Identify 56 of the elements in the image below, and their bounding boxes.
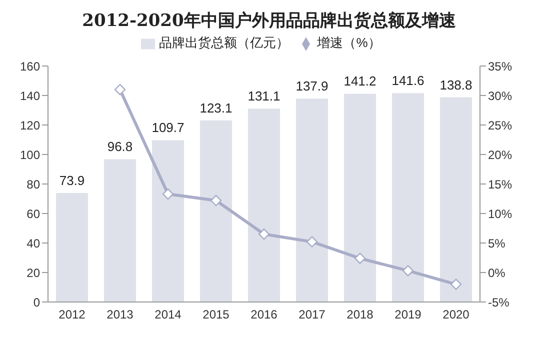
y2-tick-label: 20% [488,148,512,162]
data-label: 96.8 [107,139,133,154]
data-label: 138.8 [440,77,472,92]
point [450,278,462,290]
y2-tick-label: 35% [488,59,512,74]
bar [344,94,376,302]
y2-tick-label: 30% [488,88,512,103]
data-label: 141.6 [392,73,424,88]
y-tick-label: 100 [20,148,40,162]
point [402,265,414,276]
bar [392,93,424,302]
x-tick-label: 2017 [298,308,326,322]
y-tick-label: 80 [26,177,40,192]
y-tick-label: 140 [20,88,40,103]
bar [56,193,88,302]
x-tick-label: 2012 [58,308,86,322]
x-tick-label: 2018 [346,308,374,322]
x-tick-label: 2013 [106,308,134,322]
chart-title: 2012-2020年中国户外用品品牌出货总额及增速 [81,10,457,33]
point [306,236,318,248]
y-tick-label: 160 [20,59,40,74]
y-tick-label: 20 [26,266,40,280]
bar [248,108,280,302]
point [354,252,366,264]
x-tick-label: 2019 [394,308,422,322]
point [258,228,270,240]
y2-tick-label: -5% [488,295,510,310]
data-label: 141.2 [344,74,376,89]
legend-label: 品牌出货总额（亿元） [159,35,290,50]
data-label: 73.9 [59,172,85,188]
y2-tick-label: 0% [488,266,506,280]
data-label: 137.9 [296,78,328,94]
x-tick-label: 2014 [154,308,182,322]
y-tick-label: 120 [20,118,40,132]
bar [440,97,472,302]
x-tick-label: 2016 [250,308,278,322]
legend-label: 增速（%） [317,35,381,50]
point [210,194,222,206]
bar [200,120,232,302]
data-label: 131.1 [248,88,280,104]
point [162,188,174,200]
x-tick-label: 2015 [202,308,230,322]
bar [104,159,136,302]
bar [296,98,328,302]
point [114,84,126,96]
y2-tick-label: 10% [488,206,512,221]
data-label: 123.1 [200,100,232,116]
bar [152,140,184,302]
y-tick-label: 0 [33,295,40,310]
y-tick-label: 40 [26,236,40,250]
data-label: 109.7 [152,120,184,136]
x-tick-label: 2020 [442,308,470,322]
y2-tick-label: 25% [488,118,512,132]
y2-tick-label: 5% [488,236,506,250]
y2-tick-label: 15% [488,177,512,192]
y-tick-label: 60 [26,206,40,221]
